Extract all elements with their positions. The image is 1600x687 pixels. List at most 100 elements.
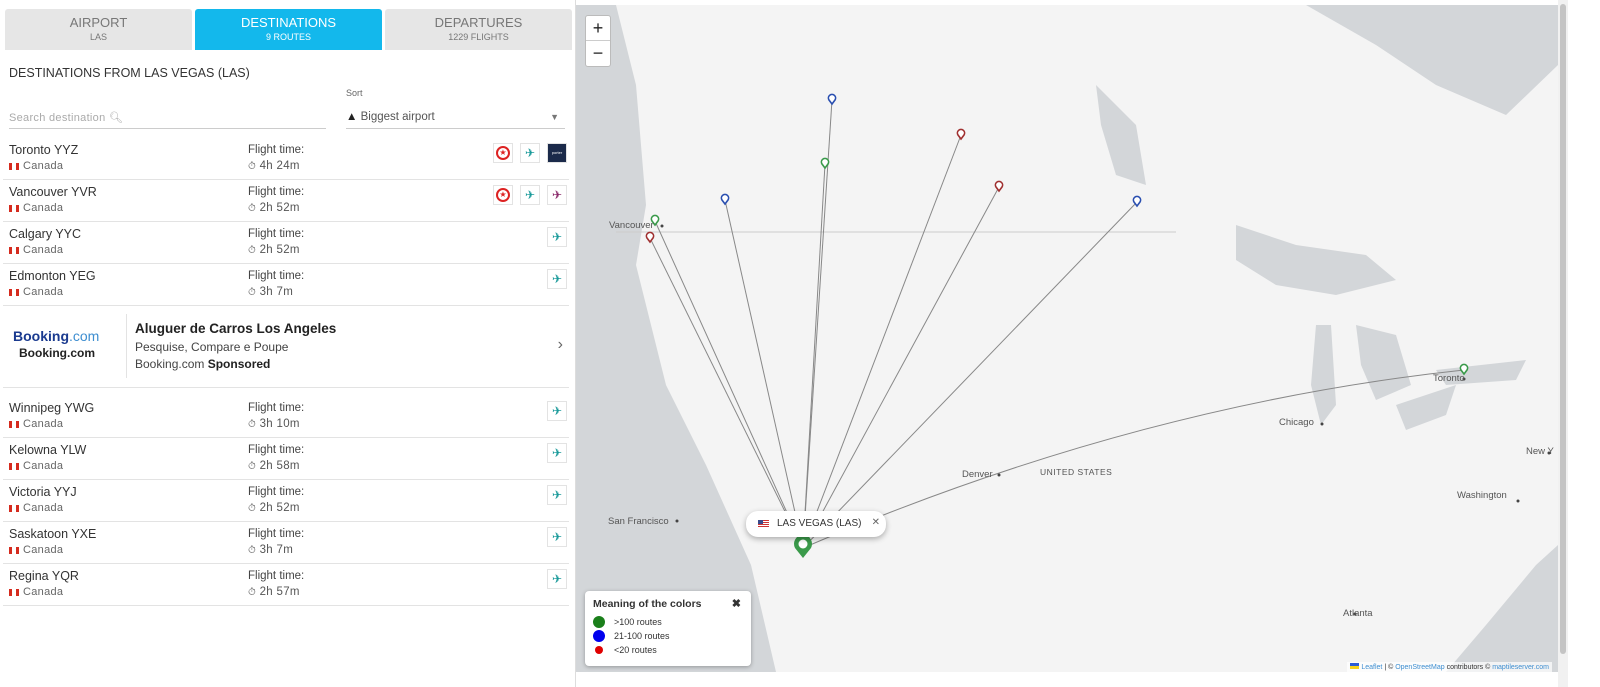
popup-title: LAS VEGAS (LAS) (777, 518, 862, 529)
westjet-logo-icon[interactable]: ✈ (547, 569, 567, 589)
sort-select[interactable]: ▲ Biggest airport ▼ (346, 108, 565, 129)
ad-sponsored: Sponsored (207, 357, 271, 371)
destination-city[interactable]: Saskatoon YXE (9, 527, 97, 541)
blue-dot-icon (593, 629, 605, 642)
westjet-logo-icon[interactable]: ✈ (520, 185, 540, 205)
search-input[interactable]: Search destination 🔍︎ (9, 108, 326, 129)
leaflet-link[interactable]: Leaflet (1361, 664, 1383, 671)
duration-value: 2h 58m (259, 460, 300, 472)
atlantic (1446, 545, 1558, 672)
legend-item: 21-100 routes (593, 629, 743, 642)
city-dot (1320, 422, 1324, 426)
destination-city[interactable]: Winnipeg YWG (9, 401, 95, 415)
flight-time-label: Flight time: (248, 144, 305, 156)
air-canada-logo-icon[interactable]: ★ (493, 185, 513, 205)
westjet-logo-icon[interactable]: ✈ (520, 143, 540, 163)
city-label: Denver (962, 469, 993, 480)
flight-time-label: Flight time: (248, 402, 305, 414)
lake-huron (1356, 325, 1411, 400)
canada-flag-icon (9, 288, 19, 296)
airport-marker (1459, 363, 1469, 376)
flight-duration: ⏱ 2h 52m (248, 502, 300, 514)
destination-row[interactable]: Vancouver YVR Canada Flight time: ⏱ 2h 5… (3, 180, 569, 222)
westjet-logo-icon[interactable]: ✈ (547, 401, 567, 421)
flair-logo-icon[interactable]: ✈ (547, 185, 567, 205)
destination-city[interactable]: Vancouver YVR (9, 185, 97, 199)
country-name: Canada (23, 586, 64, 598)
destination-row[interactable]: Victoria YYJ Canada Flight time: ⏱ 2h 52… (3, 480, 569, 522)
zoom-in-button[interactable]: + (586, 16, 610, 41)
tab-airport[interactable]: AIRPORT LAS (5, 9, 192, 50)
ad-banner[interactable]: Booking.com Booking.com Aluguer de Carro… (3, 306, 569, 388)
ad-sponsor: Booking.com Sponsored (135, 357, 270, 371)
air-canada-logo-icon[interactable]: ★ (493, 143, 513, 163)
flight-duration: ⏱ 2h 57m (248, 586, 300, 598)
tiles-link[interactable]: maptileserver.com (1492, 664, 1549, 671)
duration-value: 3h 7m (259, 286, 294, 298)
destination-city[interactable]: Kelowna YLW (9, 443, 87, 457)
airline-logos: ✈ (547, 227, 567, 247)
tab-destinations[interactable]: DESTINATIONS 9 ROUTES (195, 9, 382, 50)
destination-row[interactable]: Saskatoon YXE Canada Flight time: ⏱ 3h 7… (3, 522, 569, 564)
westjet-logo-icon[interactable]: ✈ (547, 227, 567, 247)
city-label: Washington (1457, 490, 1507, 501)
country-name: Canada (23, 502, 64, 514)
destination-city[interactable]: Edmonton YEG (9, 269, 96, 283)
airport-marker (820, 157, 830, 170)
route-map[interactable]: + − Vancouver San Francisco Denver UNITE… (576, 5, 1558, 672)
flight-duration: ⏱ 2h 52m (248, 202, 300, 214)
close-icon[interactable]: ✕ (871, 517, 880, 528)
destination-row[interactable]: Toronto YYZ Canada Flight time: ⏱ 4h 24m… (3, 138, 569, 180)
duration-value: 3h 10m (259, 418, 300, 430)
country-name: Canada (23, 286, 64, 298)
osm-link[interactable]: OpenStreetMap (1395, 664, 1445, 671)
westjet-logo-icon[interactable]: ✈ (547, 527, 567, 547)
canada-flag-icon (9, 588, 19, 596)
canada-flag-icon (9, 420, 19, 428)
destination-city[interactable]: Victoria YYJ (9, 485, 77, 499)
destination-city[interactable]: Toronto YYZ (9, 143, 79, 157)
flight-time-label: Flight time: (248, 528, 305, 540)
divider (126, 314, 127, 378)
chevron-down-icon: ▼ (550, 112, 559, 122)
airport-marker (827, 93, 837, 106)
legend-item: >100 routes (593, 615, 743, 628)
destination-city[interactable]: Calgary YYC (9, 227, 82, 241)
chevron-right-icon[interactable]: › (557, 336, 563, 353)
destination-row[interactable]: Edmonton YEG Canada Flight time: ⏱ 3h 7m… (3, 264, 569, 306)
clock-icon: ⏱ (248, 587, 257, 598)
porter-logo-icon[interactable]: porter (547, 143, 567, 163)
country-name: Canada (23, 418, 64, 430)
canada-flag-icon (9, 162, 19, 170)
tab-departures[interactable]: DEPARTURES 1229 FLIGHTS (385, 9, 572, 50)
destination-row[interactable]: Calgary YYC Canada Flight time: ⏱ 2h 52m… (3, 222, 569, 264)
airport-marker (956, 128, 966, 141)
westjet-logo-icon[interactable]: ✈ (547, 485, 567, 505)
route-line (802, 186, 1000, 549)
destination-row[interactable]: Kelowna YLW Canada Flight time: ⏱ 2h 58m… (3, 438, 569, 480)
city-label: Toronto (1433, 373, 1465, 384)
clock-icon: ⏱ (248, 287, 257, 298)
flight-time-label: Flight time: (248, 270, 305, 282)
destination-city[interactable]: Regina YQR (9, 569, 79, 583)
tab-label: DEPARTURES (434, 15, 523, 30)
westjet-logo-icon[interactable]: ✈ (547, 443, 567, 463)
country-name: Canada (23, 460, 64, 472)
ad-title: Aluguer de Carros Los Angeles (135, 321, 337, 336)
city-dot (1547, 451, 1551, 455)
scrollbar-thumb[interactable] (1560, 4, 1566, 654)
flight-duration: ⏱ 3h 7m (248, 544, 293, 556)
flight-time-label: Flight time: (248, 486, 305, 498)
route-line (802, 201, 1138, 549)
country-label: UNITED STATES (1040, 467, 1113, 477)
close-icon[interactable]: ✖ (731, 598, 741, 610)
page-scrollbar[interactable] (1558, 0, 1568, 687)
canada-flag-icon (9, 504, 19, 512)
destination-row[interactable]: Regina YQR Canada Flight time: ⏱ 2h 57m … (3, 564, 569, 606)
westjet-logo-icon[interactable]: ✈ (547, 269, 567, 289)
destination-row[interactable]: Winnipeg YWG Canada Flight time: ⏱ 3h 10… (3, 396, 569, 438)
zoom-out-button[interactable]: − (592, 43, 604, 63)
city-dot (1353, 612, 1357, 616)
legend-title: Meaning of the colors (593, 598, 702, 610)
destination-country: Canada (9, 286, 63, 298)
